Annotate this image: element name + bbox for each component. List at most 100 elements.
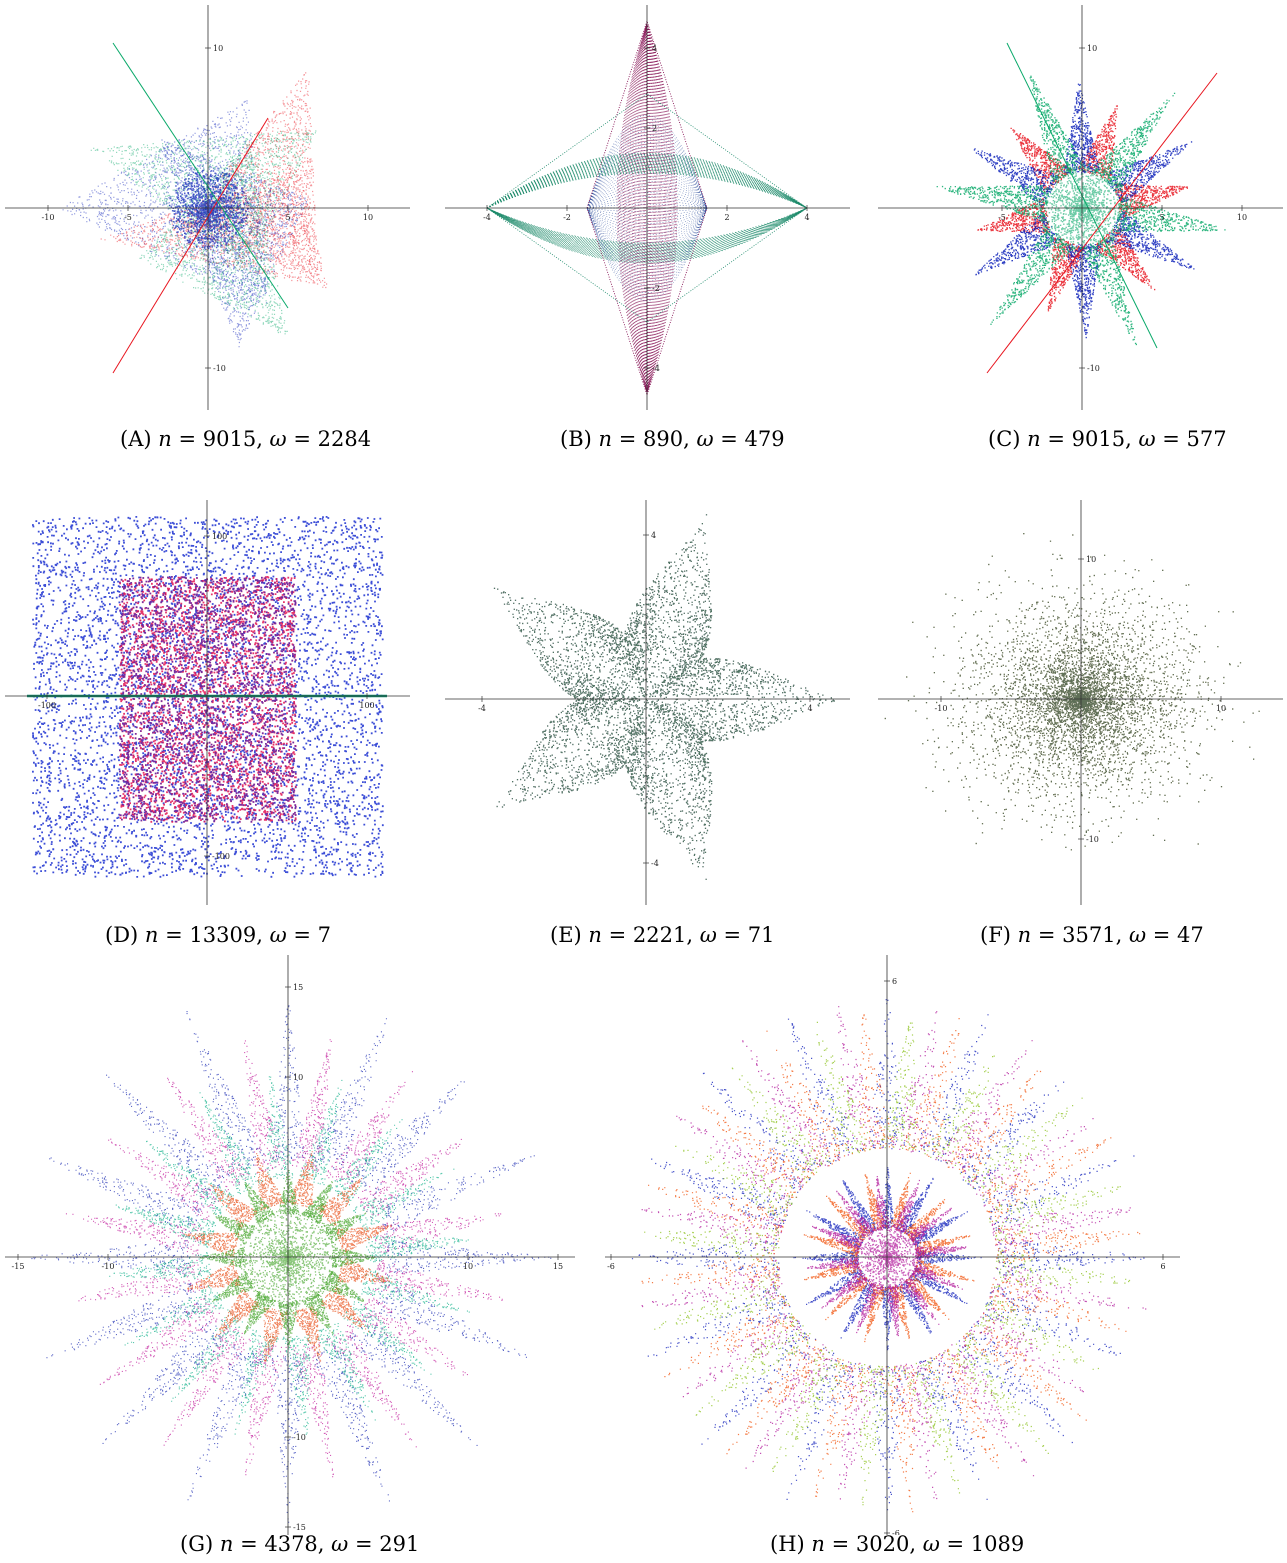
panel-b: -4 -2 2 4 4 2 -2 -4 xyxy=(445,5,850,410)
curve xyxy=(586,161,708,255)
caption-g-omega: 291 xyxy=(379,1532,420,1556)
caption-a-n: 9015 xyxy=(202,427,257,451)
scatter-series xyxy=(184,1151,393,1362)
curve xyxy=(631,22,663,394)
caption-e-n: 2221 xyxy=(632,923,687,947)
scatter-series xyxy=(239,1208,339,1308)
x-tick-label: -10 xyxy=(42,213,55,222)
x-tick-label: 10 xyxy=(363,213,373,222)
scatter-series xyxy=(884,533,1260,851)
scatter-series xyxy=(977,105,1188,312)
y-tick-label: -100 xyxy=(212,852,230,861)
caption-b-label: (B) xyxy=(560,427,592,451)
axes: -10 10 10 -10 xyxy=(878,500,1283,905)
curve xyxy=(636,22,658,394)
panel-a: -10 -5 5 10 10 -10 xyxy=(5,5,410,410)
scatter-series xyxy=(1038,163,1128,254)
scatter-series xyxy=(884,533,1260,851)
x-tick-label: -5 xyxy=(998,213,1006,222)
ray xyxy=(112,117,269,374)
plot-e: -4 4 4 -4 xyxy=(445,500,850,905)
panel-c: -5 5 10 10 -10 xyxy=(878,5,1283,410)
caption-d-omega: 7 xyxy=(317,923,332,947)
curve xyxy=(635,22,659,394)
y-tick-label: -15 xyxy=(293,1523,306,1532)
x-tick-label: 4 xyxy=(807,704,812,713)
axes: -6 6 6 -6 xyxy=(605,955,1180,1535)
axes: -4 4 4 -4 xyxy=(445,500,850,905)
x-tick-label: -10 xyxy=(935,704,948,713)
curve xyxy=(486,156,808,260)
y-tick-label: 10 xyxy=(1086,555,1096,564)
caption-e-label: (E) xyxy=(550,923,582,947)
caption-b: (B) n = 890, ω = 479 xyxy=(560,427,785,451)
axes: -5 5 10 10 -10 xyxy=(878,5,1283,410)
curve xyxy=(586,146,708,270)
caption-g-n: 4378 xyxy=(264,1532,318,1556)
y-tick-label: 2 xyxy=(652,124,657,133)
axes: -4 -2 2 4 4 2 -2 -4 xyxy=(445,5,850,410)
curve xyxy=(644,22,650,394)
x-tick-label: -15 xyxy=(12,1262,25,1271)
x-tick-label: 6 xyxy=(1160,1262,1165,1271)
y-tick-label: 4 xyxy=(652,44,657,53)
x-tick-label: -5 xyxy=(124,213,132,222)
curve xyxy=(616,22,678,394)
x-tick-label: -4 xyxy=(478,704,486,713)
caption-d-n: 13309 xyxy=(189,923,257,947)
y-tick-label: -4 xyxy=(651,859,659,868)
caption-e: (E) n = 2221, ω = 71 xyxy=(550,923,775,947)
y-tick-label: 10 xyxy=(1087,44,1097,53)
curve xyxy=(625,22,669,394)
caption-f-n: 3571 xyxy=(1062,923,1116,947)
scatter-series xyxy=(803,1172,975,1343)
curve xyxy=(639,22,655,394)
y-tick-label: -10 xyxy=(1086,835,1099,844)
caption-h-n: 3020 xyxy=(855,1532,910,1556)
caption-b-n: 890 xyxy=(643,427,684,451)
caption-h: (H) n = 3020, ω = 1089 xyxy=(770,1532,1025,1556)
curve xyxy=(486,155,808,261)
curve xyxy=(642,22,652,394)
x-tick-label: 100 xyxy=(359,701,374,710)
curve xyxy=(486,164,808,252)
curve xyxy=(486,159,808,257)
caption-f: (F) n = 3571, ω = 47 xyxy=(980,923,1204,947)
x-tick-label: 5 xyxy=(285,213,290,222)
plot-b: -4 -2 2 4 4 2 -2 -4 xyxy=(445,5,850,410)
scatter-series xyxy=(884,533,1260,851)
caption-a: (A) n = 9015, ω = 2284 xyxy=(120,427,372,451)
x-tick-label: 2 xyxy=(724,213,729,222)
y-tick-label: 6 xyxy=(892,977,897,986)
axes: -100 100 100 -100 xyxy=(5,500,410,905)
x-tick-label: -6 xyxy=(607,1262,615,1271)
x-tick-label: -10 xyxy=(102,1262,115,1271)
x-tick-label: 10 xyxy=(1237,213,1247,222)
scatter-series xyxy=(631,999,1145,1511)
curve xyxy=(645,22,649,394)
y-tick-label: -4 xyxy=(652,364,660,373)
caption-e-omega: 71 xyxy=(747,923,775,947)
y-tick-label: 10 xyxy=(213,44,223,53)
y-tick-label: -6 xyxy=(892,1529,900,1535)
curve xyxy=(586,138,708,278)
plot-g: -15 -10 10 15 15 10 -10 -15 xyxy=(5,955,575,1535)
curve xyxy=(486,172,808,244)
caption-a-label: (A) xyxy=(120,427,152,451)
caption-h-omega: 1089 xyxy=(970,1532,1025,1556)
curve xyxy=(486,163,808,253)
y-tick-label: 100 xyxy=(212,532,227,541)
scatter-series xyxy=(169,169,250,250)
scatter-series xyxy=(493,514,835,880)
scatter-series xyxy=(793,1167,982,1351)
y-tick-label: 15 xyxy=(293,983,303,992)
curve xyxy=(586,180,708,236)
caption-g-label: (G) xyxy=(180,1532,214,1556)
scatter-series xyxy=(90,130,317,265)
x-tick-label: 10 xyxy=(463,1262,473,1271)
axes: -10 -5 5 10 10 -10 xyxy=(5,5,410,410)
y-tick-label: -10 xyxy=(293,1433,306,1442)
caption-g: (G) n = 4378, ω = 291 xyxy=(180,1532,420,1556)
plot-d: -100 100 100 -100 xyxy=(5,500,410,905)
caption-f-omega: 47 xyxy=(1177,923,1204,947)
